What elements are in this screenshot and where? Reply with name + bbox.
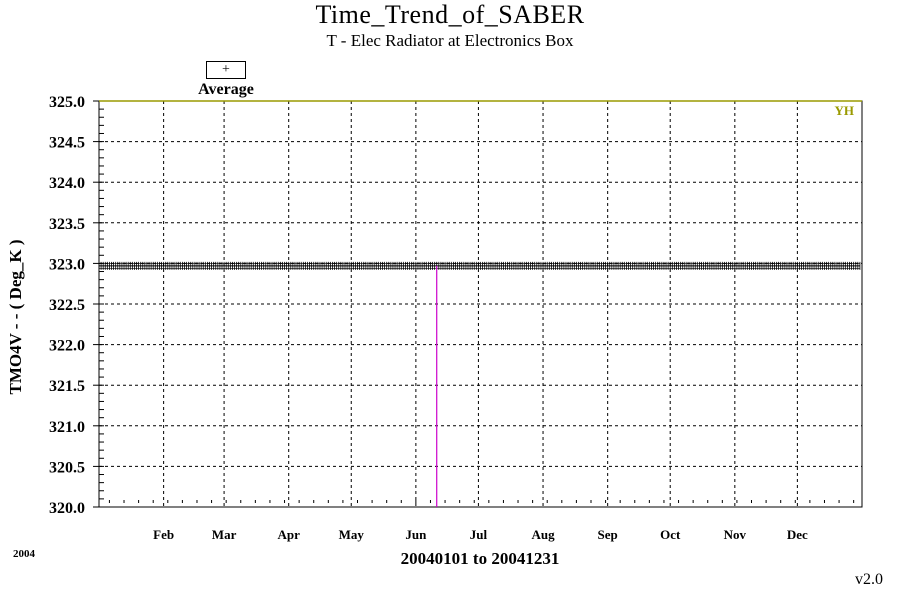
x-tick-label: Aug — [531, 527, 555, 542]
x-tick-label: Apr — [278, 527, 301, 542]
y-tick-label: 324.0 — [49, 175, 85, 192]
x-tick-label: Dec — [787, 527, 808, 542]
x-tick-label: May — [339, 527, 365, 542]
y-tick-label: 323.5 — [49, 216, 85, 233]
x-tick-label: Oct — [660, 527, 681, 542]
x-tick-label: Sep — [598, 527, 618, 542]
x-tick-label: Mar — [212, 527, 237, 542]
y-tick-label: 325.0 — [49, 94, 85, 111]
y-tick-label: 320.5 — [49, 459, 85, 476]
chart-subtitle: T - Elec Radiator at Electronics Box — [326, 31, 574, 50]
y-tick-label: 321.5 — [49, 378, 85, 395]
y-tick-label: 320.0 — [49, 500, 85, 517]
x-tick-label: Nov — [724, 527, 747, 542]
y-tick-label: 324.5 — [49, 135, 85, 152]
x-tick-label: Feb — [153, 527, 174, 542]
x-tick-label: Jun — [405, 527, 427, 542]
y-tick-label: 322.5 — [49, 297, 85, 314]
x-tick-label: Jul — [470, 527, 488, 542]
x-axis-label: 20040101 to 20041231 — [400, 549, 560, 568]
legend-label: Average — [198, 81, 254, 98]
version-label: v2.0 — [855, 571, 883, 588]
limit-label: YH — [835, 103, 855, 118]
chart-title: Time_Trend_of_SABER — [315, 0, 585, 29]
y-tick-label: 323.0 — [49, 256, 85, 273]
y-tick-label: 321.0 — [49, 419, 85, 436]
y-tick-label: 322.0 — [49, 338, 85, 355]
year-label: 2004 — [13, 548, 35, 560]
legend-symbol: + — [206, 61, 246, 79]
